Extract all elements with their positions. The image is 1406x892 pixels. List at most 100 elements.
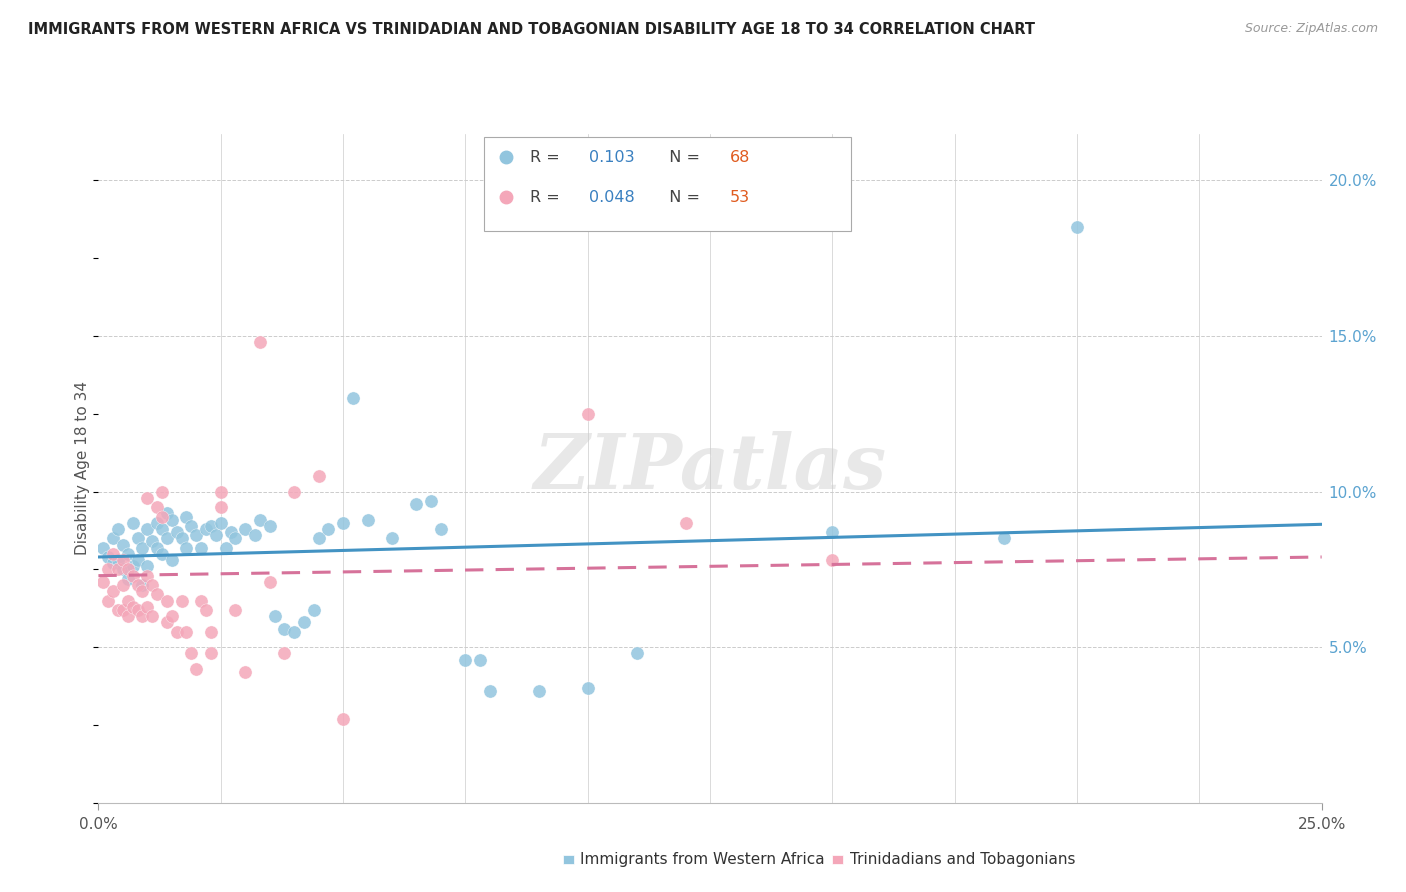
Point: [332, 712, 354, 726]
Point: [273, 647, 295, 661]
Point: [200, 624, 222, 639]
Point: [176, 624, 198, 639]
Point: [117, 593, 139, 607]
Point: [117, 572, 139, 586]
Point: [675, 516, 697, 530]
Point: [454, 653, 477, 667]
Point: [283, 624, 305, 639]
Point: [136, 559, 159, 574]
Point: [136, 491, 159, 505]
Text: Source: ZipAtlas.com: Source: ZipAtlas.com: [1244, 22, 1378, 36]
Point: [97, 562, 120, 576]
Point: [121, 599, 143, 614]
Point: [107, 522, 129, 536]
Point: [180, 647, 202, 661]
Point: [263, 609, 285, 624]
Text: Trinidadians and Tobagonians: Trinidadians and Tobagonians: [849, 852, 1076, 867]
Point: [626, 647, 648, 661]
Point: [146, 587, 169, 601]
Point: [127, 531, 149, 545]
Point: [117, 562, 139, 576]
Point: [111, 603, 134, 617]
Point: [1066, 220, 1088, 235]
Point: [233, 522, 256, 536]
Point: [117, 609, 139, 624]
Point: [186, 528, 208, 542]
Point: [131, 609, 153, 624]
Point: [249, 335, 271, 350]
Point: [91, 541, 114, 555]
Point: [356, 513, 378, 527]
Point: [127, 553, 149, 567]
Point: [430, 522, 453, 536]
Point: [576, 407, 599, 421]
Point: [195, 522, 218, 536]
Point: [249, 513, 271, 527]
Point: [243, 528, 266, 542]
Point: [219, 525, 242, 540]
Point: [214, 541, 236, 555]
Point: [150, 522, 173, 536]
Point: [111, 553, 134, 567]
Point: [233, 665, 256, 679]
Point: [117, 547, 139, 561]
Point: [131, 578, 153, 592]
Y-axis label: Disability Age 18 to 34: Disability Age 18 to 34: [75, 381, 90, 556]
Point: [224, 531, 246, 545]
Text: N =: N =: [658, 190, 704, 205]
Text: R =: R =: [530, 150, 565, 165]
Point: [97, 549, 120, 564]
Point: [146, 516, 169, 530]
Text: 0.103: 0.103: [589, 150, 634, 165]
Point: [146, 541, 169, 555]
Point: [200, 647, 222, 661]
Point: [993, 531, 1015, 545]
Point: [121, 559, 143, 574]
Text: IMMIGRANTS FROM WESTERN AFRICA VS TRINIDADIAN AND TOBAGONIAN DISABILITY AGE 18 T: IMMIGRANTS FROM WESTERN AFRICA VS TRINID…: [28, 22, 1035, 37]
Point: [527, 683, 550, 698]
Point: [136, 599, 159, 614]
Point: [205, 528, 228, 542]
Point: [190, 541, 212, 555]
Point: [156, 531, 179, 545]
Point: [136, 568, 159, 582]
Point: [146, 500, 169, 515]
Point: [160, 553, 183, 567]
Point: [131, 541, 153, 555]
Text: 0.048: 0.048: [589, 190, 634, 205]
Point: [200, 519, 222, 533]
Text: N =: N =: [658, 150, 704, 165]
Point: [127, 603, 149, 617]
Point: [209, 516, 232, 530]
Point: [101, 556, 124, 570]
Point: [166, 624, 188, 639]
Point: [101, 531, 124, 545]
Point: [101, 584, 124, 599]
FancyBboxPatch shape: [484, 137, 851, 231]
Point: [107, 603, 129, 617]
Point: [121, 568, 143, 582]
Point: [97, 593, 120, 607]
Point: [131, 584, 153, 599]
Point: [136, 522, 159, 536]
Point: [141, 534, 163, 549]
Point: [381, 531, 404, 545]
Point: [170, 531, 193, 545]
FancyBboxPatch shape: [832, 855, 844, 864]
Point: [91, 574, 114, 589]
Point: [302, 603, 325, 617]
Text: ZIPatlas: ZIPatlas: [533, 432, 887, 505]
Point: [195, 603, 218, 617]
Point: [141, 609, 163, 624]
Point: [156, 615, 179, 630]
Point: [318, 522, 340, 536]
Point: [259, 519, 281, 533]
Text: Immigrants from Western Africa: Immigrants from Western Africa: [581, 852, 825, 867]
Point: [259, 574, 281, 589]
Point: [160, 513, 183, 527]
Point: [342, 392, 364, 406]
Point: [111, 578, 134, 592]
Text: R =: R =: [530, 190, 565, 205]
Point: [468, 653, 491, 667]
Point: [170, 593, 193, 607]
